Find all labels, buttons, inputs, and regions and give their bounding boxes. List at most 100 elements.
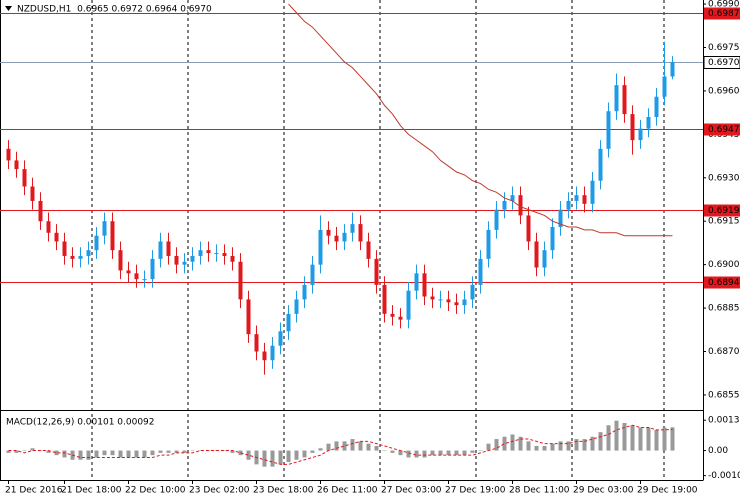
macd-bar [78, 450, 83, 460]
macd-bar [222, 450, 227, 452]
candle-body [158, 241, 163, 259]
candle-body [6, 148, 11, 161]
candle-body [598, 148, 603, 181]
macd-bar [118, 450, 123, 458]
macd-bar [294, 450, 299, 460]
y-tick-label: 0.00 [708, 446, 728, 456]
candle-body [342, 232, 347, 242]
candle-body [38, 200, 43, 222]
macd-bar [198, 450, 203, 452]
macd-bar [406, 450, 411, 458]
macd-bar [638, 427, 643, 451]
candle-body [518, 195, 523, 216]
candle-body [230, 255, 235, 262]
candle-body [134, 273, 139, 280]
macd-bar [102, 450, 107, 456]
y-tick-label: 0.6900 [708, 260, 740, 270]
macd-bar [358, 441, 363, 451]
candle-body [294, 299, 299, 314]
level-tag [704, 276, 740, 289]
candle-body [502, 200, 507, 210]
candle-body [526, 215, 531, 242]
candle-body [414, 273, 419, 291]
macd-bar [382, 450, 387, 452]
macd-bar [334, 441, 339, 451]
candle-body [262, 351, 267, 361]
macd-bar [6, 450, 11, 453]
macd-bar [318, 448, 323, 451]
candle-body [454, 302, 459, 306]
macd-bar [534, 445, 539, 451]
macd-bar [30, 448, 35, 451]
macd-bar [430, 450, 435, 456]
y-tick-label: 0.00132 [708, 416, 740, 426]
candle-body [150, 258, 155, 280]
candle-body [510, 195, 515, 201]
candle-body [638, 128, 643, 141]
candle-body [422, 273, 427, 297]
level-tag [704, 123, 740, 136]
macd-bar [374, 445, 379, 451]
bid-label: 0.6970 [708, 58, 740, 68]
macd-bar [190, 450, 195, 452]
macd-bar [174, 450, 179, 453]
candle-body [478, 258, 483, 285]
candle-body [390, 313, 395, 317]
candle-body [46, 221, 51, 233]
macd-bar [662, 427, 667, 451]
candle-body [78, 255, 83, 259]
macd-bar [550, 443, 555, 451]
moving-average [288, 3, 673, 237]
macd-bar [422, 450, 427, 458]
macd-bar [270, 450, 275, 467]
candle-body [166, 241, 171, 256]
candle-body [534, 241, 539, 268]
level-tag [704, 204, 740, 217]
macd-bar [22, 450, 27, 452]
candle-body [582, 195, 587, 204]
macd-bar [446, 450, 451, 456]
candle-body [238, 261, 243, 300]
macd-label: MACD(12,26,9) 0.00101 0.00092 [6, 418, 155, 428]
macd-bar [238, 450, 243, 456]
candle-body [246, 299, 251, 335]
candle-body [662, 76, 667, 97]
candle-body [630, 114, 635, 141]
macd-bar [470, 450, 475, 453]
candle-body [118, 250, 123, 271]
x-tick-label: 29 Dec 19:00 [637, 486, 698, 496]
macd-bar [262, 450, 267, 467]
candle-body [94, 235, 99, 251]
candle-body [302, 284, 307, 300]
macd-bar [230, 450, 235, 453]
x-tick-label: 28 Dec 11:00 [509, 486, 570, 496]
macd-bar [670, 427, 675, 451]
macd-bar [510, 434, 515, 451]
y-tick-label: 0.6930 [708, 173, 740, 183]
level-label: 0.6987 [708, 9, 740, 19]
macd-bar [126, 450, 131, 458]
macd-bar [326, 443, 331, 451]
candle-body [646, 116, 651, 129]
macd-bar [566, 441, 571, 451]
candle-body [462, 299, 467, 306]
candle-body [126, 270, 131, 274]
y-tick-label: 0.6915 [708, 217, 740, 227]
level-tag [704, 7, 740, 20]
macd-bar [246, 450, 251, 460]
x-tick-label: 23 Dec 18:00 [253, 486, 314, 496]
macd-bar [438, 450, 443, 456]
y-tick-label: 0.6960 [708, 86, 740, 96]
macd-bar [46, 450, 51, 453]
menu-icon[interactable] [5, 6, 12, 11]
candle-body [350, 224, 355, 233]
candle-body [278, 331, 283, 346]
x-tick-label: 22 Dec 10:00 [125, 486, 186, 496]
macd-bar [278, 450, 283, 465]
candle-body [198, 250, 203, 256]
candle-body [670, 61, 675, 77]
candle-body [446, 299, 451, 303]
candle-body [590, 180, 595, 204]
macd-bar [582, 439, 587, 451]
